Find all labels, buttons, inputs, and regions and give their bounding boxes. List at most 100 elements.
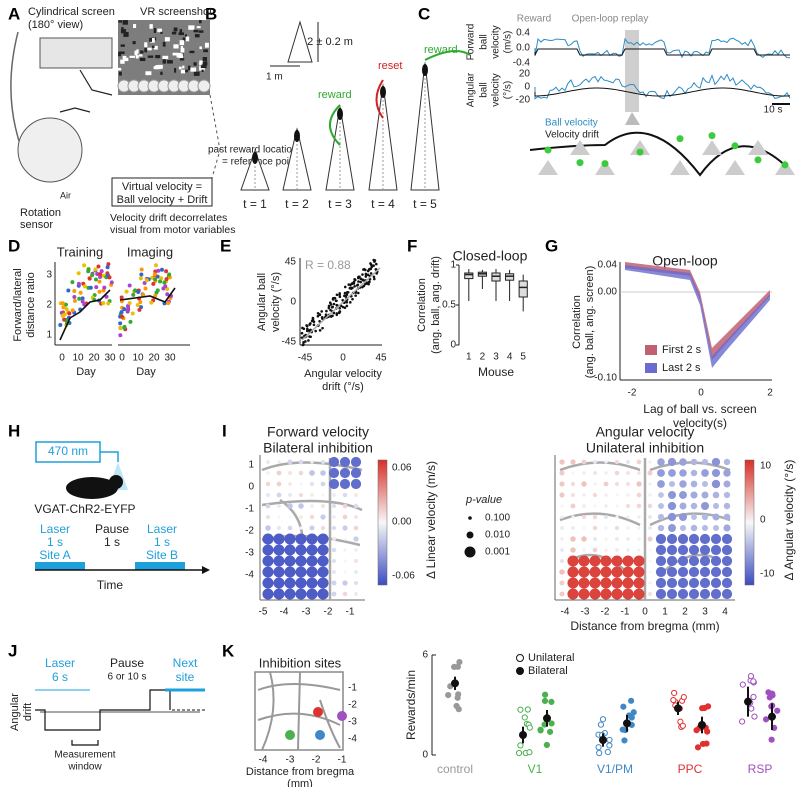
dot	[748, 705, 755, 712]
dot	[615, 537, 619, 541]
dot	[299, 515, 303, 519]
label: Unilateral	[528, 652, 574, 664]
dot	[515, 749, 523, 757]
dot	[155, 288, 160, 293]
label: t = 2	[285, 197, 309, 211]
dot	[159, 276, 164, 281]
label: Bilateral inhibition	[263, 440, 373, 456]
dot	[332, 537, 336, 541]
panel-label: J	[8, 641, 17, 660]
dot	[151, 281, 156, 286]
dot	[648, 526, 652, 530]
laser-bar	[35, 562, 85, 570]
dot	[332, 302, 336, 306]
dot	[570, 503, 576, 509]
dot	[101, 301, 106, 306]
vr-texture	[155, 65, 161, 70]
dot	[306, 555, 318, 567]
dot	[99, 269, 104, 274]
dot	[710, 555, 722, 567]
label: -3	[245, 548, 254, 559]
dot	[265, 525, 271, 531]
dot	[335, 293, 339, 297]
dot	[164, 269, 169, 274]
label: 1	[450, 260, 456, 271]
dot	[298, 470, 304, 476]
shape	[241, 100, 269, 140]
shape	[702, 140, 722, 155]
mean-marker	[599, 736, 607, 744]
label: -10	[760, 569, 775, 580]
vr-texture	[199, 60, 205, 64]
shape	[10, 31, 23, 151]
vr-texture	[123, 31, 129, 37]
dot	[615, 548, 619, 552]
label: 0.100	[485, 513, 510, 524]
label: -4	[280, 607, 289, 618]
label: control	[437, 762, 473, 776]
dot	[353, 503, 359, 509]
shape	[287, 20, 313, 63]
vr-texture	[179, 58, 185, 61]
dot	[277, 504, 281, 508]
label: R = 0.88	[305, 258, 351, 272]
label: velocity	[491, 25, 502, 58]
shape	[59, 69, 113, 113]
dot	[300, 336, 304, 339]
vr-texture	[160, 71, 163, 75]
label: Reward	[517, 14, 551, 25]
dot	[342, 492, 348, 498]
dot	[690, 491, 698, 499]
dot	[362, 268, 365, 271]
dot	[699, 740, 707, 748]
vr-texture	[180, 47, 185, 53]
label: Ball velocity + Drift	[117, 194, 208, 206]
dot	[262, 566, 274, 578]
dot	[354, 291, 358, 294]
label: -45	[282, 337, 297, 348]
vr-texture	[202, 56, 208, 62]
dot	[570, 547, 576, 553]
label: -3	[581, 607, 590, 618]
dot	[120, 314, 125, 319]
vr-texture	[198, 30, 204, 33]
mean-marker	[623, 719, 631, 728]
label: -0.4	[513, 58, 531, 69]
vr-texture	[176, 52, 182, 58]
label: 0.001	[485, 547, 510, 558]
dot	[119, 295, 124, 300]
label: VGAT-ChR2-EYFP	[34, 502, 135, 516]
vr-texture	[120, 59, 125, 64]
dot	[295, 555, 307, 567]
dot	[313, 707, 323, 717]
dot	[361, 273, 364, 276]
dot	[137, 307, 142, 312]
vr-texture	[202, 61, 208, 66]
dot	[318, 319, 321, 323]
vr-texture	[193, 71, 200, 76]
dot	[456, 658, 463, 666]
dot	[353, 536, 359, 542]
dot	[76, 271, 81, 276]
dot	[567, 588, 579, 600]
label: -1	[348, 683, 357, 694]
dot	[343, 548, 347, 552]
dot	[163, 284, 168, 289]
label: 10	[72, 353, 84, 364]
dot	[592, 459, 598, 465]
dot	[648, 570, 652, 574]
vr-texture	[118, 51, 125, 55]
label: 6	[422, 650, 428, 661]
label: 1	[466, 352, 472, 363]
label: -2	[628, 388, 637, 399]
dot	[679, 491, 687, 499]
vr-texture	[179, 40, 185, 46]
dot	[699, 705, 706, 712]
dot	[679, 458, 687, 466]
dot	[277, 515, 281, 519]
dot	[312, 323, 316, 327]
dot	[633, 566, 645, 578]
dot	[710, 566, 722, 578]
label: -5	[259, 607, 268, 618]
